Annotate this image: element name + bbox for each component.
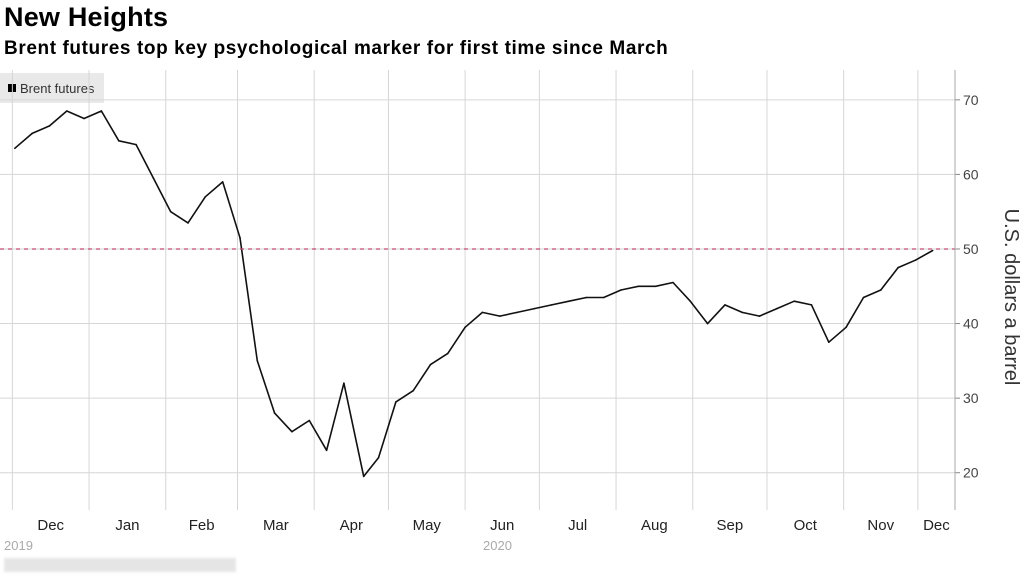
data-point bbox=[828, 341, 830, 344]
x-tick-label: Sep bbox=[717, 517, 744, 534]
data-point bbox=[602, 296, 605, 299]
data-point bbox=[395, 401, 397, 403]
y-tick-label: 70 bbox=[963, 92, 979, 108]
data-point bbox=[845, 326, 847, 329]
data-point bbox=[793, 300, 795, 303]
data-point bbox=[897, 266, 899, 269]
x-tick-label: Jun bbox=[490, 517, 514, 534]
data-point bbox=[66, 110, 68, 112]
chart-title: New Heights bbox=[4, 2, 169, 32]
brent-futures-line bbox=[14, 110, 934, 478]
data-point bbox=[100, 110, 103, 112]
y-tick-label: 50 bbox=[963, 241, 979, 257]
data-point bbox=[273, 412, 276, 414]
x-tick-label: Dec bbox=[37, 517, 64, 534]
x-tick-label: Apr bbox=[340, 517, 363, 534]
data-point bbox=[291, 430, 293, 433]
data-point bbox=[862, 296, 865, 299]
data-point bbox=[221, 181, 224, 183]
data-point bbox=[810, 304, 813, 306]
data-point bbox=[325, 449, 328, 452]
data-point bbox=[31, 132, 33, 135]
data-point bbox=[83, 117, 85, 120]
data-point bbox=[706, 322, 709, 325]
x-tick-label: Aug bbox=[641, 517, 668, 534]
x-tick-label: Feb bbox=[189, 517, 215, 534]
y-tick-labels: 20 30 40 50 60 70 bbox=[963, 92, 979, 481]
y-tick-label: 60 bbox=[963, 166, 979, 182]
axis-ticks bbox=[955, 99, 960, 474]
data-point bbox=[362, 475, 365, 478]
data-point bbox=[672, 281, 674, 284]
data-point bbox=[447, 352, 449, 355]
data-point bbox=[239, 237, 241, 239]
data-point bbox=[48, 125, 51, 127]
data-point bbox=[464, 326, 466, 329]
source-note bbox=[4, 558, 236, 572]
gridlines bbox=[0, 70, 955, 510]
data-point bbox=[741, 311, 743, 314]
data-point bbox=[724, 304, 726, 306]
data-point bbox=[689, 300, 692, 303]
data-point bbox=[533, 307, 536, 310]
data-point bbox=[516, 311, 518, 314]
data-point bbox=[481, 311, 484, 314]
x-tick-label: Dec bbox=[923, 517, 950, 534]
data-point bbox=[550, 304, 553, 306]
data-point bbox=[429, 363, 432, 366]
data-point bbox=[118, 140, 120, 142]
data-point bbox=[377, 457, 380, 459]
data-point bbox=[776, 307, 778, 310]
x-tick-label: May bbox=[413, 517, 442, 534]
y-tick-label: 40 bbox=[963, 316, 979, 332]
x-year-label: 2020 bbox=[483, 538, 512, 553]
y-tick-label: 30 bbox=[963, 390, 979, 406]
x-year-label: 2019 bbox=[4, 538, 33, 553]
data-point bbox=[758, 315, 761, 317]
legend: Brent futures bbox=[0, 73, 105, 103]
x-tick-labels: Dec Jan Feb Mar Apr May Jun Jul Aug Sep Oct Nov Dec 2… bbox=[4, 517, 950, 553]
x-tick-label: Mar bbox=[263, 517, 289, 534]
data-point bbox=[568, 300, 570, 303]
data-point bbox=[204, 196, 207, 198]
data-point bbox=[637, 285, 640, 288]
y-axis-title: U.S. dollars a barrel bbox=[1000, 209, 1022, 386]
data-point bbox=[256, 360, 259, 362]
data-point bbox=[412, 389, 415, 392]
data-point bbox=[308, 419, 311, 422]
data-point bbox=[169, 210, 172, 213]
data-point bbox=[931, 249, 934, 252]
data-point bbox=[343, 382, 345, 385]
data-point bbox=[187, 222, 189, 224]
x-tick-label: Jul bbox=[568, 517, 587, 534]
data-point bbox=[914, 259, 917, 262]
x-tick-label: Nov bbox=[867, 517, 894, 534]
data-point bbox=[585, 296, 588, 299]
data-point bbox=[135, 143, 137, 146]
data-point bbox=[152, 177, 155, 179]
chart-subtitle: Brent futures top key psychological mark… bbox=[4, 38, 669, 59]
x-tick-label: Oct bbox=[794, 517, 818, 534]
y-tick-label: 20 bbox=[963, 465, 979, 481]
data-point bbox=[14, 147, 16, 150]
x-tick-label: Jan bbox=[115, 517, 139, 534]
data-point bbox=[620, 289, 622, 291]
data-point bbox=[880, 289, 882, 291]
data-point bbox=[499, 315, 501, 317]
data-point bbox=[654, 285, 657, 288]
legend-label: Brent futures bbox=[20, 80, 95, 96]
